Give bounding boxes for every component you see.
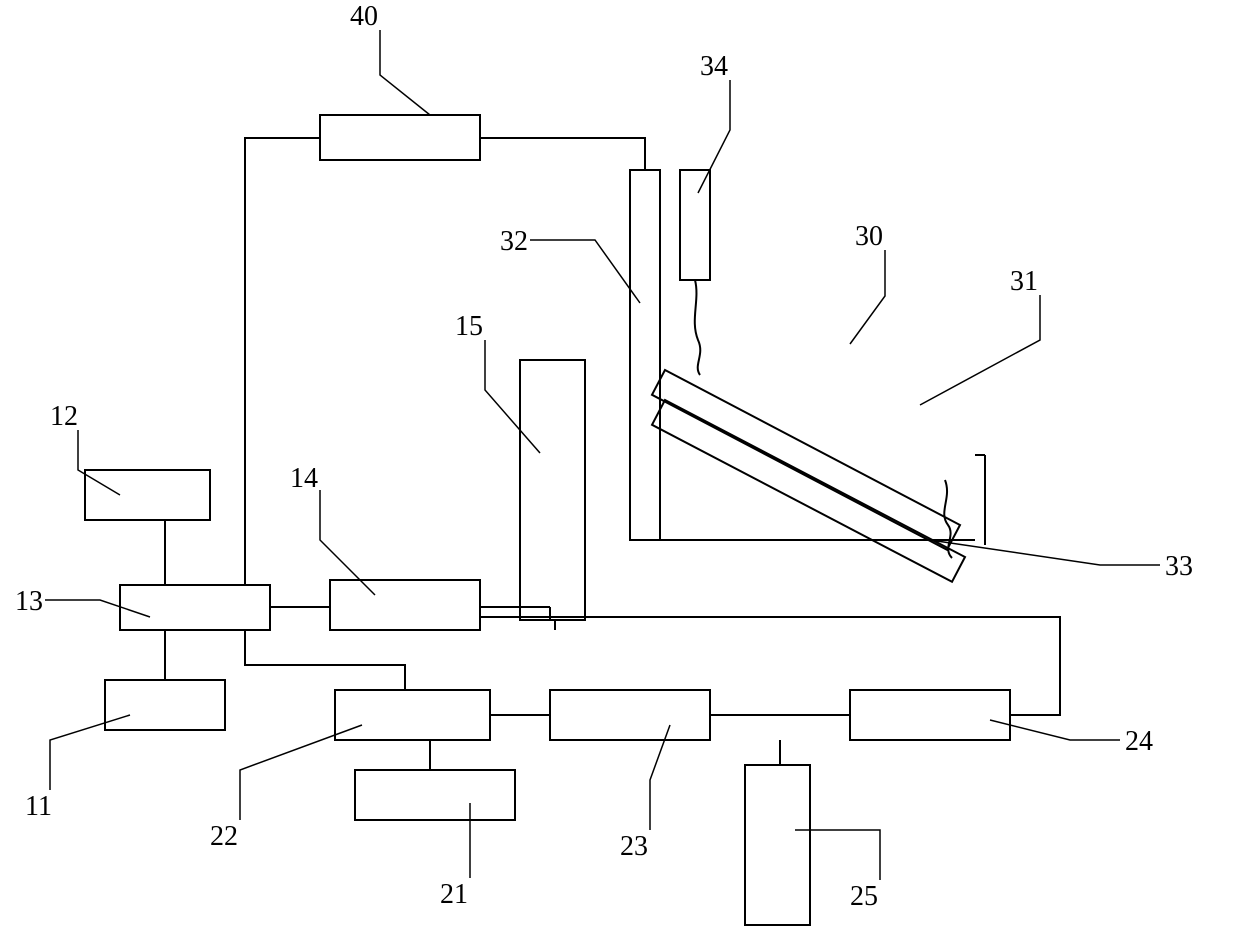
label-l30: 30 <box>855 221 883 252</box>
label-l25: 25 <box>850 881 878 912</box>
box-b22 <box>335 690 490 740</box>
leader-l32 <box>530 240 640 303</box>
label-l11: 11 <box>25 791 52 822</box>
box-b32 <box>630 170 660 540</box>
leader-l30 <box>850 250 885 344</box>
box-b15 <box>520 360 585 620</box>
connector-p_22_down <box>245 630 405 690</box>
leader-l13 <box>45 600 150 617</box>
label-l34: 34 <box>700 51 728 82</box>
label-l31: 31 <box>1010 266 1038 297</box>
label-l22: 22 <box>210 821 238 852</box>
connector-p_wavy_top <box>695 280 701 375</box>
slab-p30 <box>652 370 960 550</box>
label-l21: 21 <box>440 879 468 910</box>
leader-l34 <box>698 80 730 193</box>
box-b12 <box>85 470 210 520</box>
slab-p31 <box>652 400 965 582</box>
label-l12: 12 <box>50 401 78 432</box>
leader-l11 <box>50 715 130 790</box>
label-l24: 24 <box>1125 726 1153 757</box>
connector-p_14_33_24_loop <box>480 617 1060 715</box>
connector-p_14_15 <box>480 607 550 620</box>
leader-l33 <box>930 540 1160 565</box>
box-b34 <box>680 170 710 280</box>
box-b21 <box>355 770 515 820</box>
box-b25 <box>745 765 810 925</box>
box-b23 <box>550 690 710 740</box>
box-b40 <box>320 115 480 160</box>
label-l15: 15 <box>455 311 483 342</box>
label-l23: 23 <box>620 831 648 862</box>
leader-l25 <box>795 830 880 880</box>
leader-l31 <box>920 295 1040 405</box>
label-l13: 13 <box>15 586 43 617</box>
box-b11 <box>105 680 225 730</box>
leader-l15 <box>485 340 540 453</box>
schematic-diagram: 40 34 32 30 31 15 12 14 13 33 24 11 22 21 23 25 <box>0 0 1240 931</box>
box-b14 <box>330 580 480 630</box>
label-l32: 32 <box>500 226 528 257</box>
label-l40: 40 <box>350 1 378 32</box>
leader-l40 <box>380 30 430 115</box>
label-l33: 33 <box>1165 551 1193 582</box>
box-b24 <box>850 690 1010 740</box>
box-b13 <box>120 585 270 630</box>
label-l14: 14 <box>290 463 318 494</box>
